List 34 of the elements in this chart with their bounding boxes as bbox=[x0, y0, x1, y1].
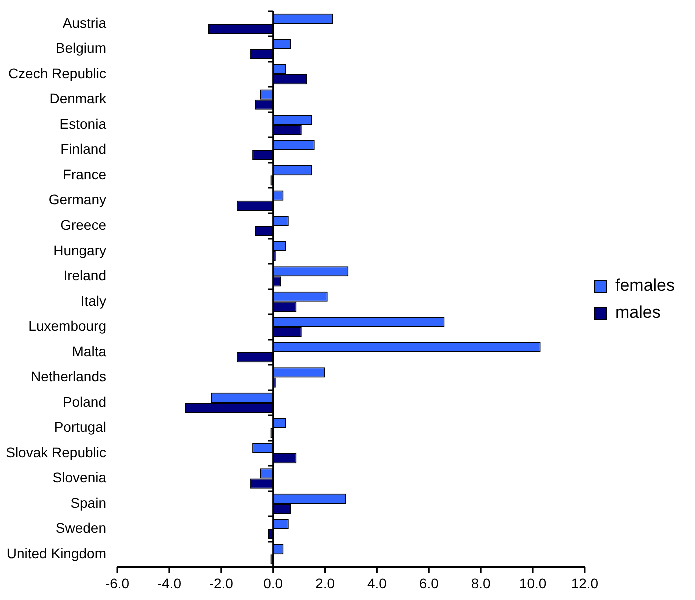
y-tick-label: Germany bbox=[48, 192, 106, 208]
y-tick-label: Ireland bbox=[64, 268, 106, 284]
y-tick-label: Netherlands bbox=[31, 368, 106, 385]
x-tick-label: 10.0 bbox=[519, 575, 547, 592]
y-tick-label: United Kingdom bbox=[6, 545, 106, 562]
y-tick-label: Czech Republic bbox=[8, 65, 106, 82]
y-tick-label: Sweden bbox=[56, 520, 106, 536]
x-tick-label: -4.0 bbox=[157, 575, 182, 592]
y-tick-label: France bbox=[62, 166, 107, 182]
y-tick-label: Luxembourg bbox=[28, 318, 106, 334]
x-tick-label: 8.0 bbox=[471, 575, 492, 592]
x-tick-label: 6.0 bbox=[419, 575, 440, 592]
y-tick-label: Belgium bbox=[56, 40, 106, 56]
y-tick-label: Italy bbox=[80, 292, 106, 309]
x-tick-label: 12.0 bbox=[571, 575, 599, 592]
x-tick-label: -6.0 bbox=[105, 575, 130, 592]
x-tick-label: -2.0 bbox=[209, 575, 234, 592]
x-tick-label: 2.0 bbox=[316, 575, 336, 592]
legend-label: males bbox=[615, 303, 661, 322]
y-tick-label: Slovak Republic bbox=[6, 444, 106, 460]
y-tick-label: Spain bbox=[70, 494, 106, 511]
y-tick-label: Malta bbox=[72, 343, 107, 360]
y-tick-label: Austria bbox=[62, 14, 107, 31]
y-tick-label: Slovenia bbox=[52, 470, 107, 486]
y-tick-label: Estonia bbox=[60, 116, 107, 132]
legend-label: females bbox=[615, 276, 676, 296]
y-tick-label: Portugal bbox=[54, 419, 106, 436]
y-tick-label: Poland bbox=[62, 394, 106, 410]
y-tick-label: Hungary bbox=[54, 242, 106, 258]
y-tick-label: Finland bbox=[60, 141, 106, 158]
x-tick-label: 4.0 bbox=[367, 575, 388, 592]
x-tick-label: 0.0 bbox=[264, 575, 284, 592]
y-tick-label: Greece bbox=[60, 217, 107, 233]
y-tick-label: Denmark bbox=[50, 90, 108, 107]
